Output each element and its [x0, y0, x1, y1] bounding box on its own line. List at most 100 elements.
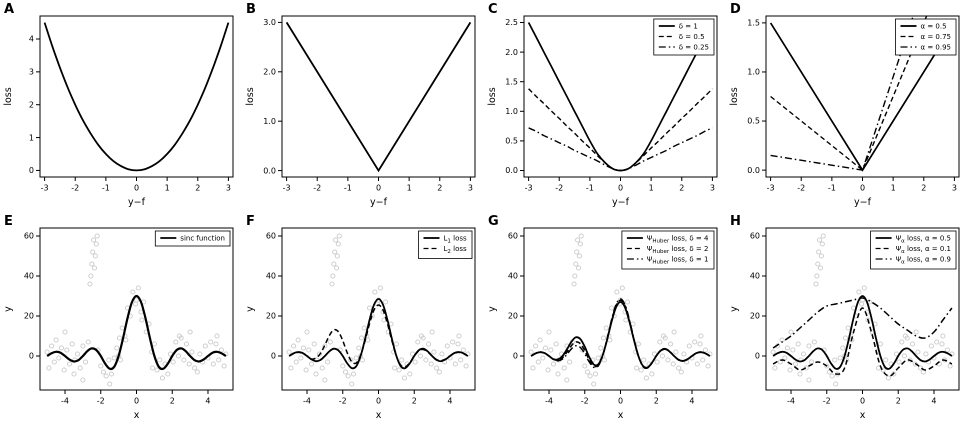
- legend-label: δ = 0.25: [679, 44, 709, 52]
- y-axis-label: loss: [487, 87, 498, 105]
- plot-border: [39, 15, 234, 178]
- x-tick-label: -4: [787, 397, 795, 406]
- legend-D: α = 0.5 α = 0.75 α = 0.95: [895, 18, 957, 56]
- series-squared-loss: [43, 22, 230, 172]
- x-tick-label: 3: [226, 184, 231, 193]
- x-tick-label: 4: [689, 397, 694, 406]
- x-tick-label: 0: [618, 184, 623, 193]
- panel-letter-C: C: [488, 2, 498, 17]
- x-tick-label: 0: [860, 184, 865, 193]
- legend-label: L1 loss: [444, 235, 468, 245]
- x-tick-label: 0: [134, 397, 139, 406]
- x-tick-label: 4: [931, 397, 936, 406]
- x-tick-label: 3: [468, 184, 473, 193]
- y-axis-label: y: [487, 306, 498, 312]
- x-tick-label: -1: [344, 184, 352, 193]
- chart-B: -3 -2 -1 0 1 2 3 0.0 1.0 2.0 3.0 y−f loss B: [245, 2, 476, 208]
- x-tick-label: -2: [797, 184, 805, 193]
- x-tick-label: -2: [823, 397, 831, 406]
- x-tick-label: -3: [767, 184, 775, 193]
- y-axis-label: loss: [3, 87, 14, 105]
- series-fit-quantile-09: [772, 297, 953, 349]
- x-tick-label: 2: [654, 397, 659, 406]
- x-tick-label: 2: [437, 184, 442, 193]
- series-huber-delta-025: [528, 127, 713, 172]
- x-axis-label: x: [860, 410, 866, 421]
- scatter-points: [286, 233, 471, 387]
- legend-label: α = 0.5: [921, 23, 947, 31]
- y-tick-label: 20: [266, 312, 276, 321]
- legend-label: δ = 0.5: [679, 33, 705, 41]
- x-tick-label: -2: [313, 184, 321, 193]
- x-tick-label: -4: [303, 397, 311, 406]
- x-tick-label: -1: [586, 184, 594, 193]
- x-axis-label: x: [376, 410, 382, 421]
- panel-letter-E: E: [4, 214, 13, 229]
- x-axis-label: x: [618, 410, 624, 421]
- series-fit-huber-2: [530, 299, 711, 369]
- x-tick-label: 1: [891, 184, 896, 193]
- x-tick-label: -1: [102, 184, 110, 193]
- legend-label: δ = 1: [679, 23, 698, 31]
- y-axis-label: y: [245, 306, 256, 312]
- y-tick-label: 1.5: [505, 77, 518, 86]
- x-tick-label: 2: [679, 184, 684, 193]
- series-fit-quantile-05: [772, 295, 953, 370]
- x-tick-label: 1: [649, 184, 654, 193]
- series-fit-l2: [288, 304, 469, 368]
- x-tick-label: 2: [896, 397, 901, 406]
- panel-letter-A: A: [4, 2, 14, 17]
- y-tick-label: 20: [508, 312, 518, 321]
- y-tick-label: 20: [750, 312, 760, 321]
- x-tick-label: 4: [205, 397, 210, 406]
- y-tick-label: 60: [508, 232, 518, 241]
- x-tick-label: 1: [165, 184, 170, 193]
- x-tick-label: 0: [376, 184, 381, 193]
- y-tick-label: 0: [271, 352, 276, 361]
- y-tick-label: 40: [750, 272, 760, 281]
- y-tick-label: 60: [266, 232, 276, 241]
- x-axis-label: y−f: [612, 197, 630, 208]
- panel-B: -3 -2 -1 0 1 2 3 0.0 1.0 2.0 3.0 y−f loss B: [242, 0, 484, 212]
- x-tick-label: 2: [170, 397, 175, 406]
- y-tick-label: 0: [29, 166, 34, 175]
- scatter-points: [528, 233, 713, 387]
- y-tick-label: 3: [29, 68, 34, 77]
- x-tick-label: 2: [412, 397, 417, 406]
- plot-border: [281, 15, 476, 178]
- legend-label: sinc function: [180, 235, 225, 243]
- x-tick-label: -3: [41, 184, 49, 193]
- legend-box: [154, 230, 231, 247]
- y-tick-label: 1.0: [263, 117, 276, 126]
- y-tick-label: 60: [24, 232, 34, 241]
- chart-A: -3 -2 -1 0 1 2 3 0 1 2 3 4 y−f loss A: [3, 2, 234, 208]
- series-fit-huber-1: [530, 298, 711, 370]
- y-tick-label: 40: [508, 272, 518, 281]
- x-tick-label: -4: [545, 397, 553, 406]
- x-tick-label: -3: [283, 184, 291, 193]
- y-tick-label: 1.5: [747, 19, 760, 28]
- legend-H: Ψα loss, α = 0.5Ψα loss, α = 0.1Ψα loss,…: [870, 230, 957, 270]
- legend-label: Ψα loss, α = 0.5: [896, 235, 951, 245]
- series-sinc-true: [46, 294, 227, 371]
- panel-letter-D: D: [730, 2, 741, 17]
- y-tick-label: 2.5: [505, 18, 518, 27]
- x-axis-label: x: [134, 410, 140, 421]
- y-tick-label: 40: [24, 272, 34, 281]
- y-tick-label: 4: [29, 35, 34, 44]
- series-pinball-alpha-095: [770, 16, 914, 171]
- legend-label: ΨHuber loss, δ = 4: [647, 235, 709, 245]
- x-axis-label: y−f: [370, 197, 388, 208]
- y-tick-label: 1: [29, 133, 34, 142]
- legend-C: δ = 1 δ = 0.5 δ = 0.25: [653, 18, 715, 56]
- y-tick-label: 0: [29, 352, 34, 361]
- legend-label: α = 0.75: [921, 33, 952, 41]
